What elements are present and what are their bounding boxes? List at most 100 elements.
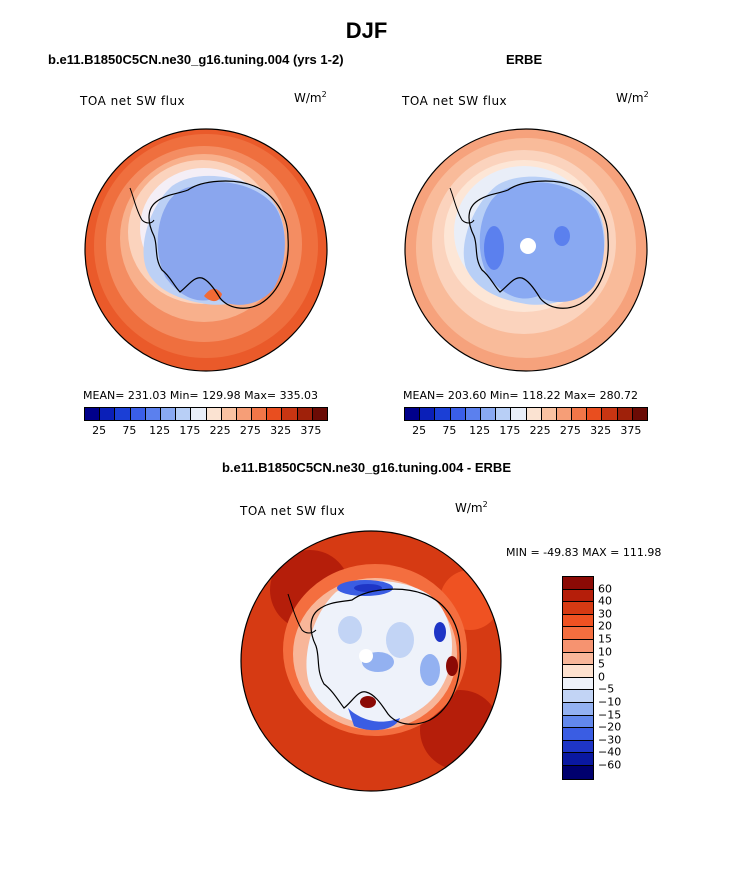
obs-colorbar-swatch bbox=[496, 408, 512, 420]
diff-colorbar-tick-label: 5 bbox=[598, 657, 605, 671]
diff-colorbar-tick-label: −15 bbox=[598, 708, 622, 722]
diff-colorbar-tick-label: −10 bbox=[598, 695, 622, 709]
model-colorbar-swatch bbox=[206, 408, 222, 420]
diff-colorbar-tick-label: −40 bbox=[598, 745, 622, 759]
obs-colorbar-tick-label: 25 bbox=[412, 424, 427, 437]
diff-colorbar-tick-label: −60 bbox=[598, 758, 622, 772]
model-colorbar-swatch bbox=[191, 408, 207, 420]
model-colorbar-swatch bbox=[130, 408, 146, 420]
model-variable-label: TOA net SW flux bbox=[80, 94, 186, 108]
obs-colorbar-swatch bbox=[526, 408, 542, 420]
diff-colorbar-swatch bbox=[563, 627, 593, 640]
model-colorbar-swatch bbox=[145, 408, 161, 420]
diff-colorbar-swatch bbox=[563, 652, 593, 666]
model-colorbar-tick-label: 225 bbox=[209, 424, 231, 437]
diff-colorbar-swatch bbox=[563, 614, 593, 628]
figure-title: DJF bbox=[345, 18, 388, 43]
obs-colorbar-tick-label: 75 bbox=[442, 424, 457, 437]
model-colorbar-swatch bbox=[100, 408, 116, 420]
diff-colorbar-tick-label: −30 bbox=[598, 733, 622, 747]
model-colorbar-swatch bbox=[267, 408, 283, 420]
model-colorbar-swatch bbox=[160, 408, 177, 420]
model-panel-title: b.e11.B1850C5CN.ne30_g16.tuning.004 (yrs… bbox=[48, 52, 344, 67]
diff-polar-map bbox=[240, 530, 502, 792]
model-colorbar-tick-label: 25 bbox=[92, 424, 107, 437]
model-colorbar-swatch bbox=[252, 408, 268, 420]
diff-colorbar-swatch bbox=[563, 639, 593, 653]
obs-colorbar-swatch bbox=[511, 408, 527, 420]
obs-colorbar-swatch bbox=[405, 408, 421, 420]
model-colorbar-tick-label: 325 bbox=[270, 424, 292, 437]
diff-colorbar-swatch bbox=[563, 765, 593, 779]
obs-colorbar bbox=[404, 407, 648, 421]
obs-colorbar-swatch bbox=[572, 408, 588, 420]
obs-colorbar-swatch bbox=[632, 408, 647, 420]
model-colorbar-swatch bbox=[176, 408, 192, 420]
obs-polar-map bbox=[404, 128, 648, 372]
obs-colorbar-tick-label: 325 bbox=[590, 424, 612, 437]
diff-colorbar-swatch bbox=[563, 740, 593, 754]
diff-variable-label: TOA net SW flux bbox=[240, 504, 346, 518]
obs-units-label: W/m2 bbox=[616, 90, 649, 105]
model-colorbar-swatch bbox=[312, 408, 327, 420]
diff-colorbar-swatch bbox=[563, 577, 593, 590]
obs-colorbar-swatch bbox=[480, 408, 497, 420]
obs-colorbar-swatch bbox=[435, 408, 451, 420]
diff-panel-title: b.e11.B1850C5CN.ne30_g16.tuning.004 - ER… bbox=[221, 460, 511, 475]
diff-colorbar-swatch bbox=[563, 702, 593, 716]
diff-colorbar-swatch bbox=[563, 665, 593, 678]
obs-colorbar-swatch bbox=[556, 408, 573, 420]
diff-minmax: MIN = -49.83 MAX = 111.98 bbox=[506, 546, 662, 559]
model-stats: MEAN= 231.03 Min= 129.98 Max= 335.03 bbox=[83, 389, 319, 402]
diff-colorbar-tick-label: 30 bbox=[598, 607, 612, 621]
model-colorbar-tick-label: 175 bbox=[179, 424, 201, 437]
obs-colorbar-swatch bbox=[617, 408, 633, 420]
diff-colorbar-swatch bbox=[563, 602, 593, 615]
model-polar-map bbox=[84, 128, 328, 372]
model-colorbar-labels: 25 75 125 175 225 275 325 375 bbox=[84, 424, 326, 438]
diff-colorbar-swatch bbox=[563, 715, 593, 729]
obs-panel-title: ERBE bbox=[506, 52, 543, 67]
obs-colorbar-tick-label: 375 bbox=[620, 424, 642, 437]
diff-units-label: W/m2 bbox=[455, 500, 488, 515]
obs-colorbar-tick-label: 125 bbox=[469, 424, 491, 437]
obs-colorbar-tick-label: 175 bbox=[499, 424, 521, 437]
diff-colorbar-tick-label: 0 bbox=[598, 670, 605, 684]
model-colorbar-swatch bbox=[221, 408, 237, 420]
diff-colorbar-tick-label: 60 bbox=[598, 582, 612, 596]
diff-colorbar-swatch bbox=[563, 589, 593, 603]
model-colorbar-swatch bbox=[115, 408, 131, 420]
diff-colorbar bbox=[562, 576, 594, 780]
obs-stats: MEAN= 203.60 Min= 118.22 Max= 280.72 bbox=[403, 389, 639, 402]
diff-colorbar-swatch bbox=[563, 677, 593, 691]
obs-colorbar-labels: 25 75 125 175 225 275 325 375 bbox=[404, 424, 646, 438]
diff-colorbar-tick-label: 20 bbox=[598, 619, 612, 633]
model-colorbar-tick-label: 125 bbox=[149, 424, 171, 437]
obs-variable-label: TOA net SW flux bbox=[402, 94, 508, 108]
obs-colorbar-swatch bbox=[420, 408, 436, 420]
diff-colorbar-tick-label: 15 bbox=[598, 632, 612, 646]
model-colorbar-tick-label: 275 bbox=[239, 424, 261, 437]
diff-colorbar-tick-label: 40 bbox=[598, 594, 612, 608]
diff-colorbar-labels: 60 40 30 20 15 10 5 0 −5 −10 −15 −20 −30 −40 −60 bbox=[598, 576, 638, 778]
diff-colorbar-tick-label: −20 bbox=[598, 720, 622, 734]
diff-colorbar-swatch bbox=[563, 753, 593, 766]
model-colorbar-swatch bbox=[236, 408, 253, 420]
diff-colorbar-swatch bbox=[563, 728, 593, 741]
diff-colorbar-tick-label: 10 bbox=[598, 645, 612, 659]
obs-colorbar-swatch bbox=[465, 408, 481, 420]
obs-colorbar-swatch bbox=[587, 408, 603, 420]
obs-colorbar-swatch bbox=[541, 408, 557, 420]
model-colorbar-swatch bbox=[85, 408, 101, 420]
obs-colorbar-tick-label: 225 bbox=[529, 424, 551, 437]
obs-colorbar-swatch bbox=[602, 408, 618, 420]
model-colorbar-swatch bbox=[282, 408, 298, 420]
model-colorbar-tick-label: 375 bbox=[300, 424, 322, 437]
diff-colorbar-tick-label: −5 bbox=[598, 682, 615, 696]
model-units-label: W/m2 bbox=[294, 90, 327, 105]
obs-colorbar-swatch bbox=[450, 408, 466, 420]
model-colorbar-swatch bbox=[297, 408, 313, 420]
obs-colorbar-tick-label: 275 bbox=[559, 424, 581, 437]
diff-colorbar-swatch bbox=[563, 690, 593, 703]
model-colorbar bbox=[84, 407, 328, 421]
